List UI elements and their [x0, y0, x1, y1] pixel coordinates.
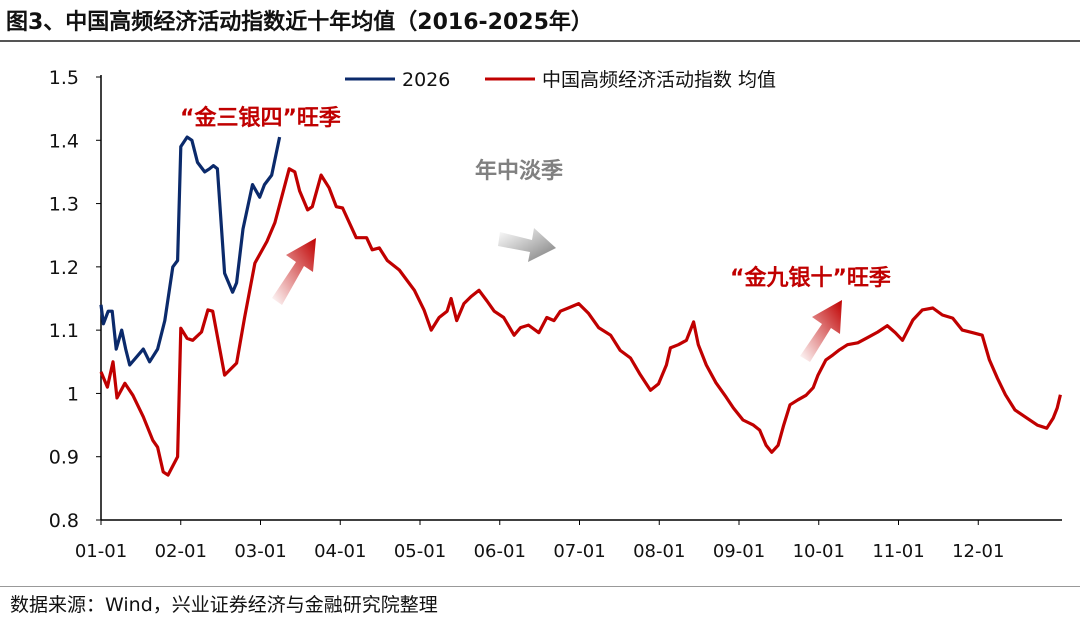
y-tick-label: 1 — [67, 383, 79, 405]
x-tick-label: 10-01 — [793, 541, 845, 562]
title-divider — [0, 40, 1080, 42]
x-tick-label: 08-01 — [633, 541, 685, 562]
annotation-summer: 年中淡季 — [475, 158, 563, 184]
source-divider — [0, 586, 1080, 587]
y-tick-label: 1.2 — [49, 257, 79, 279]
series-line-2026 — [99, 135, 282, 367]
legend: 2026 中国高频经济活动指数 均值 — [345, 69, 776, 91]
legend-label-mean: 中国高频经济活动指数 均值 — [542, 69, 776, 91]
arrow-up-autumn-icon — [800, 300, 842, 362]
y-tick-label: 0.9 — [49, 447, 79, 469]
x-tick-label: 12-01 — [952, 541, 1004, 562]
x-tick-label: 01-01 — [75, 541, 127, 562]
y-tick-label: 1.1 — [49, 320, 79, 342]
annotation-autumn: “金九银十”旺季 — [730, 265, 891, 291]
annotation-spring: “金三银四”旺季 — [180, 105, 341, 131]
y-tick-label: 1.4 — [49, 130, 79, 152]
figure-title: 图3、中国高频经济活动指数近十年均值（2016-2025年） — [6, 10, 593, 35]
legend-label-2026: 2026 — [402, 69, 450, 91]
x-tick-label: 03-01 — [234, 541, 286, 562]
y-tick-label: 0.8 — [49, 510, 79, 532]
x-tick-label: 07-01 — [553, 541, 605, 562]
arrow-down-summer-icon — [498, 228, 556, 262]
y-tick-label: 1.3 — [49, 194, 79, 216]
arrow-up-spring-icon — [272, 238, 316, 305]
x-tick-label: 04-01 — [314, 541, 366, 562]
x-tick-label: 06-01 — [474, 541, 526, 562]
y-tick-label: 1.5 — [49, 67, 79, 89]
source-note: 数据来源：Wind，兴业证券经济与金融研究院整理 — [10, 594, 438, 616]
x-tick-label: 05-01 — [394, 541, 446, 562]
series-line-mean — [99, 167, 1062, 477]
x-tick-label: 11-01 — [872, 541, 924, 562]
x-tick-label: 09-01 — [713, 541, 765, 562]
x-tick-label: 02-01 — [155, 541, 207, 562]
